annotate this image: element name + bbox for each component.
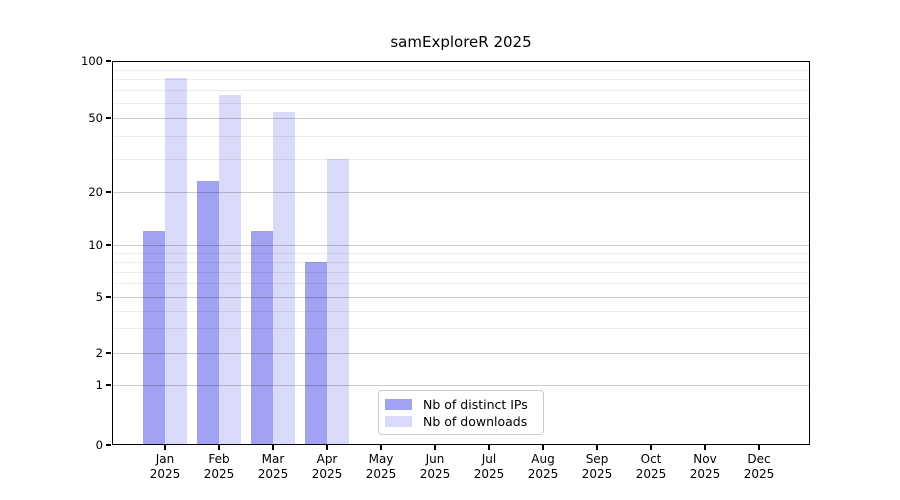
x-tick-label-apr: Apr 2025 bbox=[311, 452, 343, 481]
x-tick-mark-sep bbox=[596, 445, 598, 450]
legend-entry-distinct-ips: Nb of distinct IPs bbox=[385, 396, 537, 413]
x-tick-label-aug: Aug 2025 bbox=[527, 452, 559, 481]
x-tick-label-oct: Oct 2025 bbox=[635, 452, 667, 481]
x-tick-label-jun: Jun 2025 bbox=[419, 452, 451, 481]
y-tick-label-10: 10 bbox=[88, 238, 103, 252]
major-gridline-2 bbox=[113, 353, 809, 354]
minor-gridline-60 bbox=[113, 103, 809, 104]
y-tick-label-1: 1 bbox=[95, 378, 103, 392]
x-tick-mark-jan bbox=[164, 445, 166, 450]
x-tick-mark-oct bbox=[650, 445, 652, 450]
x-tick-mark-dec bbox=[758, 445, 760, 450]
minor-gridline-8 bbox=[113, 261, 809, 263]
y-tick-mark-5 bbox=[106, 296, 111, 298]
legend-label-downloads: Nb of downloads bbox=[423, 414, 528, 429]
x-tick-mark-aug bbox=[542, 445, 544, 450]
major-gridline-10 bbox=[113, 245, 809, 246]
x-tick-label-feb: Feb 2025 bbox=[203, 452, 235, 481]
x-tick-mark-jun bbox=[434, 445, 436, 450]
minor-gridline-90 bbox=[113, 69, 809, 71]
y-tick-mark-20 bbox=[106, 191, 111, 193]
x-tick-label-may: May 2025 bbox=[365, 452, 397, 481]
bar-distinct-ips-jan bbox=[143, 231, 165, 445]
minor-gridline-3 bbox=[113, 328, 809, 330]
legend-swatch-downloads bbox=[385, 416, 412, 427]
x-tick-label-sep: Sep 2025 bbox=[581, 452, 613, 481]
bar-distinct-ips-apr bbox=[305, 261, 327, 445]
x-tick-mark-feb bbox=[218, 445, 220, 450]
y-tick-mark-50 bbox=[106, 117, 111, 119]
chart-title: samExploreR 2025 bbox=[390, 33, 532, 51]
y-tick-mark-2 bbox=[106, 352, 111, 354]
y-tick-label-20: 20 bbox=[88, 185, 103, 199]
minor-gridline-7 bbox=[113, 271, 809, 273]
bar-downloads-apr bbox=[327, 159, 349, 445]
y-tick-label-5: 5 bbox=[95, 290, 103, 304]
minor-gridline-70 bbox=[113, 90, 809, 92]
minor-gridline-4 bbox=[113, 310, 809, 312]
major-gridline-1 bbox=[113, 385, 809, 386]
x-tick-label-mar: Mar 2025 bbox=[257, 452, 289, 481]
x-tick-label-jul: Jul 2025 bbox=[473, 452, 505, 481]
bar-distinct-ips-feb bbox=[197, 180, 219, 445]
y-tick-mark-10 bbox=[106, 244, 111, 246]
minor-gridline-40 bbox=[113, 136, 809, 138]
x-tick-mark-jul bbox=[488, 445, 490, 450]
y-tick-label-50: 50 bbox=[88, 111, 103, 125]
major-gridline-20 bbox=[113, 192, 809, 193]
legend: Nb of distinct IPs Nb of downloads bbox=[378, 390, 544, 435]
y-tick-mark-1 bbox=[106, 384, 111, 386]
legend-label-distinct-ips: Nb of distinct IPs bbox=[423, 397, 528, 412]
minor-gridline-80 bbox=[113, 79, 809, 81]
minor-gridline-6 bbox=[113, 283, 809, 285]
major-gridline-5 bbox=[113, 297, 809, 298]
x-tick-mark-mar bbox=[272, 445, 274, 450]
y-tick-mark-100 bbox=[106, 60, 111, 62]
y-tick-mark-0 bbox=[106, 444, 111, 446]
y-tick-label-100: 100 bbox=[81, 54, 103, 68]
x-tick-mark-nov bbox=[704, 445, 706, 450]
bar-downloads-mar bbox=[273, 111, 295, 445]
bar-downloads-jan bbox=[165, 78, 187, 445]
x-tick-mark-may bbox=[380, 445, 382, 450]
x-tick-label-dec: Dec 2025 bbox=[743, 452, 775, 481]
minor-gridline-9 bbox=[113, 252, 809, 254]
x-tick-mark-apr bbox=[326, 445, 328, 450]
x-tick-label-nov: Nov 2025 bbox=[689, 452, 721, 481]
bar-distinct-ips-mar bbox=[251, 231, 273, 445]
legend-swatch-distinct-ips bbox=[385, 399, 412, 410]
x-tick-label-jan: Jan 2025 bbox=[149, 452, 181, 481]
minor-gridline-30 bbox=[113, 159, 809, 161]
legend-entry-downloads: Nb of downloads bbox=[385, 413, 537, 430]
y-tick-label-0: 0 bbox=[95, 438, 103, 452]
y-tick-label-2: 2 bbox=[95, 346, 103, 360]
major-gridline-50 bbox=[113, 118, 809, 119]
bar-downloads-feb bbox=[219, 95, 241, 445]
